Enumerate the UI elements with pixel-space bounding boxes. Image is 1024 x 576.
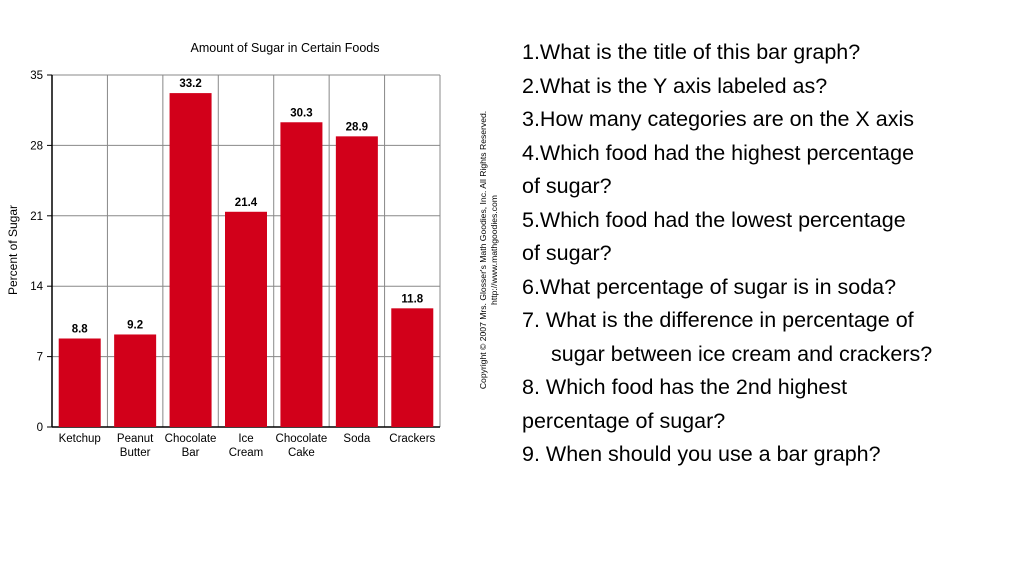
x-tick-label: Cream [229,447,264,459]
question-line: 8. Which food has the 2nd highest [522,375,848,399]
question-line: 6.What percentage of sugar is in soda? [522,274,897,299]
bar [335,136,378,427]
bars [58,93,434,428]
y-tick-label: 21 [30,211,43,223]
x-tick-label: Crackers [389,433,435,445]
copyright-line-1: Copyright © 2007 Mrs. Glosser's Math Goo… [478,111,488,389]
x-tick-label: Peanut [117,433,154,445]
x-tick-label: Ketchup [59,433,101,445]
tick-labels: 0 7 14 21 28 35 8.8 Ketchup 9.2 Peanut Butter 33.2 C… [30,70,435,459]
y-tick-label: 28 [30,140,43,152]
bar [225,211,267,427]
question-line: 1.What is the title of this bar graph? [522,40,861,64]
x-tick-label: Soda [343,433,370,445]
bar [58,338,101,427]
question-line: of sugar? [522,174,612,198]
question-line: 4.Which food had the highest percentage [522,140,915,165]
x-tick-label: Ice [238,433,253,445]
bar-value-label: 30.3 [290,107,312,119]
x-tick-label: Chocolate [165,433,217,445]
bar-value-label: 28.9 [346,121,368,133]
bar-value-label: 33.2 [179,78,201,90]
question-line: sugar between ice cream and crackers? [551,341,933,366]
bar-value-label: 21.4 [235,197,258,209]
bar [169,93,212,428]
question-line: 9. When should you use a bar graph? [522,442,881,466]
bar-value-label: 8.8 [72,323,89,335]
question-line: 2.What is the Y axis labeled as? [522,73,828,98]
x-tick-label: Cake [288,447,315,459]
copyright-line-2: http://www.mathgoodies.com [489,195,499,305]
y-tick-label: 7 [37,352,43,364]
x-tick-label: Butter [120,447,151,459]
question-line: 7. What is the difference in percentage … [522,308,914,332]
y-axis-label: Percent of Sugar [6,205,20,295]
question-line: of sugar? [522,241,612,265]
bar-value-label: 11.8 [401,293,423,305]
y-tick-label: 0 [37,422,43,434]
x-tick-label: Chocolate [276,433,328,445]
bar-chart: Amount of Sugar in Certain Foods Percent… [6,41,499,459]
question-line: percentage of sugar? [522,408,726,433]
question-line: 5.Which food had the lowest percentage [522,207,906,232]
bar-value-label: 9.2 [127,319,143,331]
bar [280,122,323,428]
chart-title: Amount of Sugar in Certain Foods [191,41,380,55]
bar [391,308,434,427]
y-tick-label: 14 [30,281,43,293]
x-tick-label: Bar [182,447,200,459]
questions-list: 1.What is the title of this bar graph? 2.… [522,36,1012,472]
question-line: 3.How many categories are on the X axis [522,107,914,131]
bar [114,334,157,427]
y-tick-label: 35 [30,70,43,82]
